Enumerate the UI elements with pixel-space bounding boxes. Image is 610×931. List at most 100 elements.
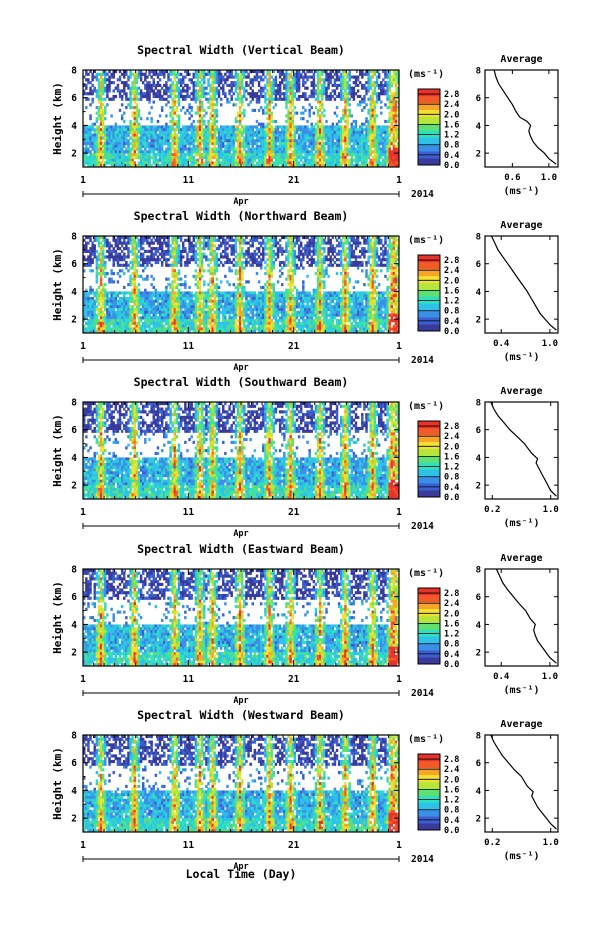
heat-cell	[148, 150, 150, 153]
heat-cell	[108, 250, 110, 253]
heat-cell	[112, 303, 114, 306]
heat-cell	[298, 148, 300, 151]
heat-cell	[197, 131, 199, 134]
heat-cell	[161, 106, 163, 109]
heat-cell	[123, 87, 125, 90]
heat-cell	[165, 125, 167, 128]
heat-cell	[146, 239, 148, 242]
heat-cell	[270, 128, 272, 131]
heat-cell	[91, 311, 93, 314]
heat-cell	[209, 159, 211, 162]
heat-cell	[119, 142, 121, 145]
heat-cell	[89, 308, 91, 311]
heat-cell	[222, 159, 224, 162]
heat-cell	[264, 161, 266, 164]
heat-cell	[212, 89, 214, 92]
heat-cell	[144, 95, 146, 98]
heat-cell	[136, 286, 138, 289]
heat-cell	[353, 76, 355, 79]
heat-cell	[136, 244, 138, 247]
heat-cell	[188, 137, 190, 140]
heat-cell	[287, 145, 289, 148]
heat-cell	[125, 266, 127, 269]
heat-cell	[317, 139, 319, 142]
heat-cell	[228, 128, 230, 131]
heat-cell	[260, 134, 262, 137]
heat-cell	[186, 109, 188, 112]
heat-cell	[298, 98, 300, 101]
heat-cell	[239, 142, 241, 145]
heat-cell	[163, 142, 165, 145]
heat-cell	[207, 100, 209, 103]
heat-cell	[176, 95, 178, 98]
heat-cell	[370, 95, 372, 98]
heat-cell	[167, 316, 169, 319]
heat-cell	[176, 150, 178, 153]
heat-cell	[241, 145, 243, 148]
heat-cell	[134, 134, 136, 137]
heat-cell	[94, 250, 96, 253]
heat-cell	[115, 303, 117, 306]
heat-cell	[161, 137, 163, 140]
heat-cell	[174, 73, 176, 76]
heat-cell	[332, 145, 334, 148]
heat-cell	[266, 134, 268, 137]
heat-cell	[106, 294, 108, 297]
heat-cell	[321, 137, 323, 140]
heat-cell	[228, 142, 230, 145]
heat-cell	[245, 137, 247, 140]
heat-cell	[311, 159, 313, 162]
heat-cell	[117, 314, 119, 317]
heat-cell	[323, 131, 325, 134]
heat-cell	[224, 145, 226, 148]
heat-cell	[199, 100, 201, 103]
heat-cell	[157, 76, 159, 79]
heat-cell	[214, 148, 216, 151]
heat-cell	[332, 148, 334, 151]
heat-cell	[351, 156, 353, 159]
heat-cell	[346, 117, 348, 120]
heat-cell	[386, 131, 388, 134]
heat-cell	[163, 153, 165, 156]
heat-cell	[311, 128, 313, 131]
heat-cell	[363, 100, 365, 103]
heat-cell	[142, 291, 144, 294]
month-label: Apr	[233, 197, 248, 207]
heat-cell	[104, 316, 106, 319]
heat-cell	[376, 81, 378, 84]
heat-cell	[268, 73, 270, 76]
heat-cell	[218, 76, 220, 79]
heat-cell	[131, 316, 133, 319]
heat-cell	[306, 134, 308, 137]
heat-cell	[395, 87, 397, 90]
heat-cell	[89, 153, 91, 156]
heat-cell	[294, 112, 296, 115]
heat-cell	[180, 161, 182, 164]
heat-cell	[370, 106, 372, 109]
heat-cell	[266, 159, 268, 162]
heat-cell	[98, 145, 100, 148]
heat-cell	[348, 137, 350, 140]
heat-cell	[268, 134, 270, 137]
heat-cell	[296, 98, 298, 101]
heat-cell	[108, 76, 110, 79]
heat-cell	[289, 153, 291, 156]
heat-cell	[224, 137, 226, 140]
heat-cell	[121, 325, 123, 328]
heat-cell	[321, 156, 323, 159]
heat-cell	[388, 98, 390, 101]
heat-cell	[96, 112, 98, 115]
heat-cell	[195, 128, 197, 131]
heat-cell	[325, 137, 327, 140]
heat-cell	[372, 112, 374, 115]
heat-cell	[157, 255, 159, 258]
heat-cell	[308, 103, 310, 106]
heat-cell	[98, 319, 100, 322]
heat-cell	[279, 89, 281, 92]
heat-cell	[150, 303, 152, 306]
heat-cell	[174, 314, 176, 317]
heat-cell	[212, 100, 214, 103]
heat-cell	[117, 87, 119, 90]
heat-cell	[260, 159, 262, 162]
heat-cell	[355, 148, 357, 151]
